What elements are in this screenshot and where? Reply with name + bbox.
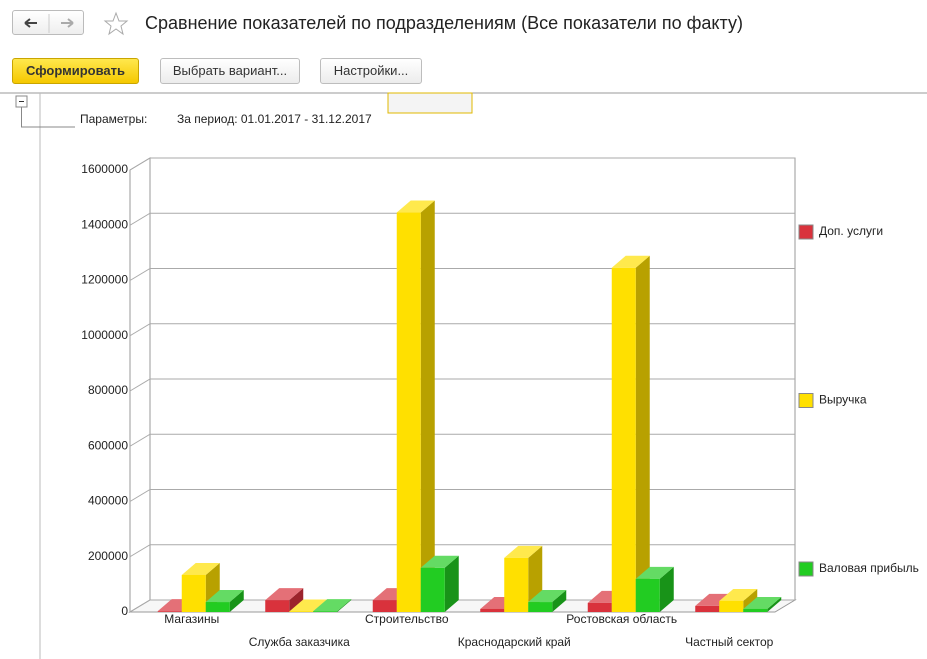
bar-front: [695, 605, 720, 612]
legend-swatch: [798, 393, 814, 408]
back-forward[interactable]: [12, 10, 84, 35]
y-tick-label: 0: [121, 604, 128, 618]
bar-side: [552, 590, 567, 612]
bar-front: [181, 574, 206, 612]
bar-side: [635, 255, 650, 613]
bar: [743, 596, 782, 612]
grid-line: [129, 599, 795, 613]
cell-box: [387, 92, 473, 114]
legend-label: Доп. услуги: [819, 224, 883, 238]
bar-side: [444, 555, 459, 612]
variant-button[interactable]: Выбрать вариант...: [160, 58, 300, 84]
bar-front: [587, 602, 612, 612]
bar-side: [337, 599, 352, 612]
grid-line: [129, 433, 795, 447]
bar-top: [181, 562, 220, 575]
bar-front: [372, 600, 397, 612]
bar-front: [265, 600, 290, 612]
y-tick-label: 400000: [88, 494, 128, 508]
bar-side: [767, 596, 782, 612]
bar-front: [743, 608, 768, 612]
bar-top: [289, 599, 328, 612]
bar: [611, 255, 650, 613]
bar-top: [611, 255, 650, 268]
x-tick-label: Строительство: [365, 612, 449, 626]
params-period: За период: 01.01.2017 - 31.12.2017: [177, 112, 372, 126]
bar: [265, 588, 304, 612]
bar-top: [635, 566, 674, 579]
bar-front: [528, 602, 553, 612]
bar-front: [157, 611, 182, 612]
bar-front: [289, 611, 314, 612]
bar-front: [396, 212, 421, 613]
tree-line: [21, 107, 75, 128]
bar: [396, 200, 435, 613]
page-title: Сравнение показателей по подразделениям …: [145, 13, 743, 33]
params-label: Параметры:: [80, 112, 147, 126]
x-tick-label: Краснодарский край: [458, 635, 571, 649]
settings-button[interactable]: Настройки...: [320, 58, 422, 84]
grid-line: [129, 378, 795, 392]
y-tick-label: 600000: [88, 438, 128, 452]
bar: [420, 555, 459, 612]
bar-top: [396, 200, 435, 213]
bar-side: [659, 566, 674, 612]
star[interactable]: [103, 11, 129, 37]
bar-front: [635, 578, 660, 612]
y-tick-label: 1600000: [81, 162, 128, 176]
y-tick-label: 200000: [88, 549, 128, 563]
generate-button[interactable]: Сформировать: [12, 58, 139, 84]
bar-side: [289, 588, 304, 612]
x-tick-label: Магазины: [164, 612, 219, 626]
legend-swatch: [798, 561, 814, 577]
grid-line: [129, 323, 795, 337]
bar: [205, 590, 244, 612]
bar-top: [528, 590, 567, 603]
bar-top: [695, 593, 734, 606]
bar: [635, 566, 674, 612]
x-tick-label: Ростовская область: [566, 612, 677, 626]
bar-top: [265, 588, 304, 601]
legend-label: Выручка: [819, 393, 867, 407]
x-tick-label: Служба заказчика: [249, 635, 350, 649]
grid-line: [129, 157, 795, 171]
bar-top: [743, 596, 782, 609]
bar: [528, 590, 567, 612]
grid-line: [129, 268, 795, 281]
bar-top: [420, 555, 459, 568]
bar-front: [420, 567, 445, 612]
bar-front: [480, 608, 505, 612]
grid-line: [129, 544, 795, 558]
y-tick-label: 800000: [88, 383, 128, 397]
bar-front: [719, 600, 744, 612]
bar-front: [205, 602, 230, 612]
bar-side: [229, 590, 244, 612]
x-tick-label: Частный сектор: [685, 635, 774, 649]
nav-icons: [24, 14, 74, 33]
bar-front: [313, 611, 338, 612]
bar-front: [611, 267, 636, 612]
legend-label: Валовая прибыль: [819, 561, 919, 575]
y-tick-label: 1000000: [81, 328, 128, 342]
bar-top: [504, 545, 543, 558]
y-tick-label: 1400000: [81, 217, 128, 231]
bar-top: [719, 588, 758, 601]
bar-side: [420, 200, 435, 613]
grid-line: [129, 212, 795, 226]
bar: [313, 599, 352, 612]
bar-top: [313, 599, 352, 612]
bar-top: [205, 590, 244, 603]
y-tick-label: 1200000: [81, 273, 128, 287]
grid-line: [129, 489, 795, 502]
legend-swatch: [798, 224, 814, 240]
bar-front: [504, 557, 529, 612]
